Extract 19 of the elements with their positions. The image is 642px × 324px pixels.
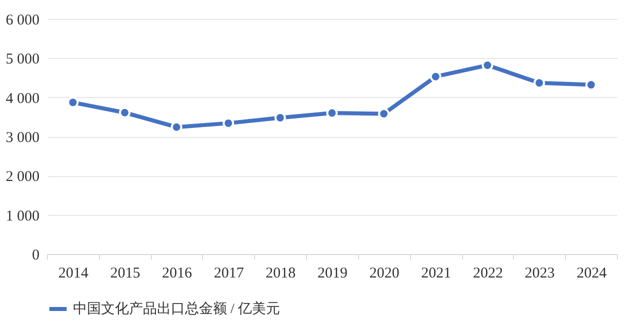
x-tick-label: 2014 [58,266,89,282]
y-tick-label: 6 000 [6,12,40,28]
y-tick-label: 2 000 [6,169,40,186]
x-tick-label: 2019 [318,266,348,282]
x-tick-label: 2015 [110,266,140,282]
y-tick-label: 3 000 [6,130,40,146]
x-tick-label: 2021 [421,266,452,282]
x-tick-label: 2020 [369,266,400,282]
x-tick-label: 2023 [524,266,555,282]
x-tick-label: 2022 [472,266,503,282]
y-tick-label: 0 [32,248,40,264]
x-tick-label: 2018 [266,266,296,282]
y-tick-label: 5 000 [6,52,40,68]
x-tick-label: 2017 [214,266,244,282]
x-tick-label: 2024 [576,266,608,282]
x-tick-label: 2016 [162,266,193,282]
y-tick-label: 4 000 [6,90,40,107]
legend-label: 中国文化产品出口总金额 / 亿美元 [73,301,280,317]
y-tick-label: 1 000 [6,208,40,224]
